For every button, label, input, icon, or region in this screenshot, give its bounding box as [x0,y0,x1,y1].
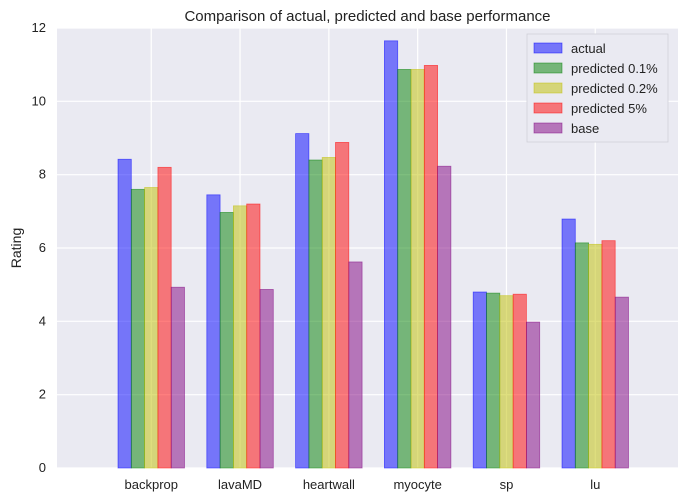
legend-label: base [571,121,599,136]
tick-labels: 0 2 4 6 8 10 12 backprop lavaMD heartwall myocyte s… [32,20,601,492]
bar-myocyte-series-3 [423,65,438,469]
bar-lu-series-2 [588,243,603,469]
bar-myocyte-series-2 [410,69,425,469]
x-tick-label: sp [500,477,514,492]
x-tick-label: backprop [125,477,178,492]
bar-backprop-series-2 [144,187,159,469]
bar-sp-series-2 [499,295,514,469]
legend-swatch [533,82,563,94]
bar-myocyte-series-4 [437,165,452,469]
bar-lavaMD-series-1 [219,212,234,469]
bar-sp-series-4 [526,321,541,469]
bar-backprop-series-3 [157,166,172,469]
bar-lavaMD-series-3 [246,203,261,469]
legend-label: predicted 0.1% [571,61,658,76]
legend-swatch [533,42,563,54]
bars-group [117,40,629,469]
legend-label: predicted 5% [571,101,647,116]
legend-label: actual [571,41,606,56]
bar-lavaMD-series-2 [232,205,248,469]
bar-heartwall-series-3 [335,141,350,469]
legend: actual predicted 0.1% predicted 0.2% predic… [526,33,669,143]
bar-backprop-series-4 [170,286,185,469]
y-tick-label: 0 [39,460,46,475]
x-tick-label: lu [590,477,600,492]
bar-sp-series-3 [512,293,527,469]
bar-heartwall-series-2 [321,157,336,469]
legend-swatch [533,102,563,114]
y-tick-label: 8 [39,167,46,182]
bar-lu-series-4 [614,296,629,469]
bar-lavaMD-series-4 [259,289,274,469]
bar-sp-series-1 [486,292,501,469]
x-tick-label: lavaMD [218,477,262,492]
chart-title: Comparison of actual, predicted and base… [184,8,550,25]
y-tick-label: 2 [39,387,46,402]
bar-backprop-series-0 [117,158,132,469]
bar-heartwall-series-4 [348,261,363,469]
bar-heartwall-series-1 [308,159,323,469]
bar-heartwall-series-0 [295,133,310,469]
bar-backprop-series-1 [130,188,146,469]
bar-myocyte-series-1 [397,69,412,469]
bar-myocyte-series-0 [383,40,399,469]
legend-swatch [533,122,563,134]
legend-label: predicted 0.2% [571,81,658,96]
y-tick-label: 12 [32,20,46,35]
y-tick-label: 4 [39,313,46,328]
x-tick-label: myocyte [393,477,441,492]
bar-lavaMD-series-0 [206,194,221,469]
bar-lu-series-1 [574,242,589,469]
y-tick-label: 6 [39,240,46,255]
x-tick-label: heartwall [303,477,355,492]
bar-lu-series-0 [561,218,576,469]
y-tick-label: 10 [32,93,46,108]
legend-swatch [533,62,563,74]
bar-sp-series-0 [472,291,487,469]
y-axis-label: Rating [8,228,24,268]
bar-lu-series-3 [601,240,616,469]
